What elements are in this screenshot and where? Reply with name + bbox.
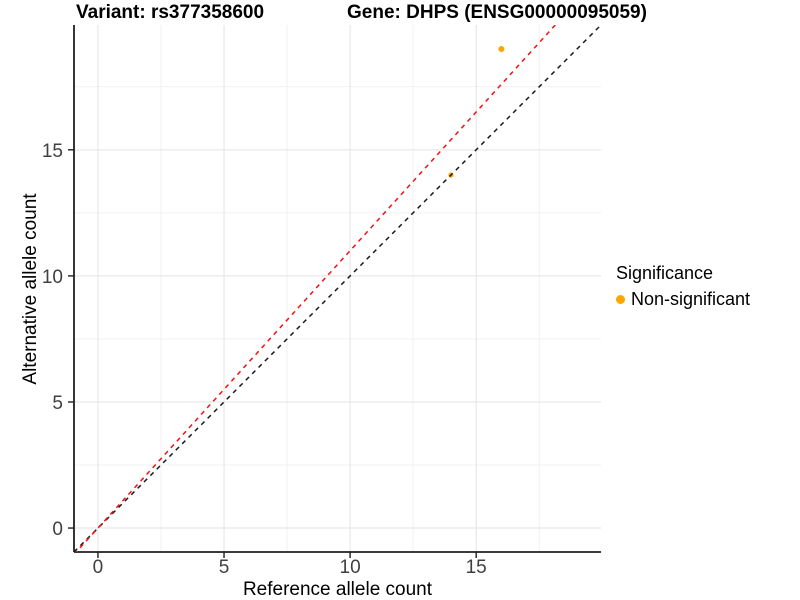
gene-title: Gene: DHPS (ENSG00000095059) [347, 2, 647, 23]
y-tick-label: 0 [52, 519, 63, 540]
y-tick-label: 10 [42, 267, 63, 288]
x-tick-label: 5 [219, 557, 230, 578]
y-axis-label: Alternative allele count [20, 193, 41, 385]
data-point [498, 45, 505, 52]
x-axis-label: Reference allele count [242, 579, 433, 600]
identity-line [74, 25, 601, 552]
legend-title: Significance [616, 263, 714, 283]
variant-title: Variant: rs377358600 [76, 2, 265, 23]
x-tick-label: 10 [340, 557, 361, 578]
y-tick-label: 15 [42, 141, 63, 162]
allelic-ratio-line [75, 25, 557, 552]
legend-item: Non-significant [616, 289, 750, 310]
x-tick-label: 15 [466, 557, 487, 578]
x-tick-label: 0 [93, 557, 104, 578]
legend-item-label: Non-significant [631, 289, 751, 309]
legend-point-icon [616, 295, 625, 304]
legend: Significance Non-significant [616, 263, 750, 310]
y-tick-label: 5 [52, 393, 63, 414]
